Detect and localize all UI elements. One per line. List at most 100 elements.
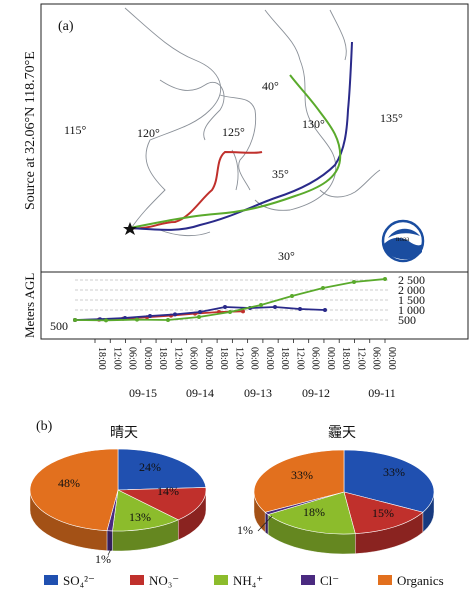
lon-label-125: 125° <box>222 125 245 139</box>
date-label-3: 09-12 <box>302 386 330 400</box>
time-tick-label-2: 06:00 <box>127 347 138 370</box>
time-tick-label-12: 18:00 <box>279 347 290 370</box>
panel-a-label: (a) <box>58 19 74 34</box>
time-tick-label-17: 12:00 <box>355 347 366 370</box>
time-tick-label-8: 18:00 <box>218 347 229 370</box>
pie-haze-label-1: 15% <box>372 506 394 520</box>
pie-haze-leader <box>257 515 273 532</box>
legend-swatch-1 <box>130 575 144 585</box>
time-tick-label-6: 06:00 <box>188 347 199 370</box>
pie-haze-label-3: 1% <box>237 523 253 537</box>
time-tick-label-5: 12:00 <box>172 347 183 370</box>
lon-label-120: 120° <box>137 126 160 140</box>
lat-label-40: 40° <box>262 79 279 93</box>
lat-label-30: 30° <box>278 249 295 263</box>
altitude-left-tick: 500 <box>50 319 68 333</box>
time-tick-label-13: 12:00 <box>294 347 305 370</box>
altitude-point-1-4 <box>173 312 177 317</box>
date-label-0: 09-15 <box>129 386 157 400</box>
pie-clear-label-3: 1% <box>95 552 111 566</box>
map-labels: 115° 120° 125° 130° 135° 40° 35° 30° <box>64 79 403 263</box>
time-tick-label-16: 18:00 <box>340 347 351 370</box>
date-label-4: 09-11 <box>368 386 396 400</box>
time-tick-label-14: 06:00 <box>310 347 321 370</box>
pie-title-clear: 晴天 <box>110 425 138 441</box>
altitude-point-1-9 <box>298 307 302 311</box>
time-tick-label-19: 00:00 <box>386 347 397 370</box>
altitude-series <box>73 277 387 323</box>
time-tick-label-0: 18:00 <box>96 347 107 370</box>
pie-haze-slice-2 <box>267 491 356 535</box>
time-tick-label-4: 18:00 <box>157 347 168 370</box>
legend-label-2: NH₄⁺ <box>233 573 263 588</box>
right-tick-0: 2 500 <box>398 273 425 287</box>
noaa-logo: noaa <box>381 219 425 263</box>
lon-label-130: 130° <box>302 117 325 131</box>
pie-clear-label-1: 14% <box>157 484 179 498</box>
pie-clear-slice-0 <box>117 448 207 491</box>
altitude-point-2-1 <box>104 318 108 323</box>
time-tick-label-18: 06:00 <box>371 347 382 370</box>
pie-haze-slice-0 <box>343 449 435 513</box>
lat-label-35: 35° <box>272 167 289 181</box>
pie-haze-label-2: 18% <box>303 505 325 519</box>
lon-label-115: 115° <box>64 123 87 137</box>
pie-chart-clear: 24% 14% 13% 1% 48% <box>29 448 207 566</box>
pie-clear-label-2: 13% <box>129 510 151 524</box>
altitude-point-1-3 <box>148 314 152 318</box>
altitude-point-2-5 <box>228 310 232 314</box>
date-label-2: 09-13 <box>244 386 272 400</box>
pie-title-haze: 霾天 <box>328 425 356 441</box>
noaa-text: noaa <box>396 235 410 243</box>
pie-haze-label-4: 33% <box>291 468 313 482</box>
altitude-point-1-5 <box>198 310 202 314</box>
pie-clear-slice-2 <box>112 489 179 532</box>
pie-clear-label-0: 24% <box>139 460 161 474</box>
altitude-point-0-7 <box>241 309 245 314</box>
legend-swatch-4 <box>378 575 392 585</box>
source-star <box>123 222 137 235</box>
altitude-point-1-10 <box>323 308 327 312</box>
pie-haze-slice-1 <box>343 491 424 534</box>
date-label-1: 09-14 <box>186 386 214 400</box>
altitude-frame <box>40 271 469 340</box>
altitude-point-2-0 <box>73 318 77 322</box>
lon-label-135: 135° <box>380 111 403 125</box>
date-labels: 09-15 09-14 09-13 09-12 09-11 <box>129 386 396 400</box>
time-ticks: 18:00 12:00 06:00 00:00 18:00 12:00 06:00 00:00… <box>94 339 397 370</box>
pie-haze-label-0: 33% <box>383 465 405 479</box>
altitude-point-2-3 <box>166 318 170 322</box>
altitude-point-2-8 <box>321 286 325 290</box>
altitude-point-2-10 <box>383 277 387 281</box>
legend-label-4: Organics <box>397 573 444 588</box>
altitude-point-2-4 <box>197 315 201 319</box>
trajectory-red <box>129 150 263 230</box>
legend-label-1: NO₃⁻ <box>149 573 179 588</box>
coastlines <box>124 7 381 237</box>
pie-clear-wall-3 <box>106 530 113 552</box>
altitude-point-2-9 <box>352 280 356 284</box>
legend-swatch-3 <box>301 575 315 585</box>
right-tick-1: 2 000 <box>398 283 425 297</box>
pie-haze-slice-4 <box>253 449 345 513</box>
trajectory-green <box>129 74 342 229</box>
time-tick-label-9: 12:00 <box>233 347 244 370</box>
source-title: Source at 32.06°N 118.70°E <box>23 51 38 210</box>
time-tick-label-11: 00:00 <box>264 347 275 370</box>
legend: SO₄²⁻ NO₃⁻ NH₄⁺ Cl⁻ Organics <box>44 573 444 588</box>
altitude-point-2-2 <box>135 317 139 322</box>
time-tick-label-15: 00:00 <box>325 347 336 370</box>
time-tick-label-7: 00:00 <box>203 347 214 370</box>
trajectory-blue <box>129 41 353 231</box>
altitude-point-2-7 <box>290 294 294 298</box>
right-tick-3: 1 000 <box>398 303 425 317</box>
pie-clear-label-4: 48% <box>58 476 80 490</box>
time-tick-label-10: 06:00 <box>249 347 260 370</box>
legend-label-0: SO₄²⁻ <box>63 573 95 588</box>
altitude-ylabel: Meters AGL <box>22 273 37 338</box>
trajectory-paths <box>129 41 353 231</box>
pie-clear-slice-4 <box>29 448 119 531</box>
legend-swatch-2 <box>214 575 228 585</box>
